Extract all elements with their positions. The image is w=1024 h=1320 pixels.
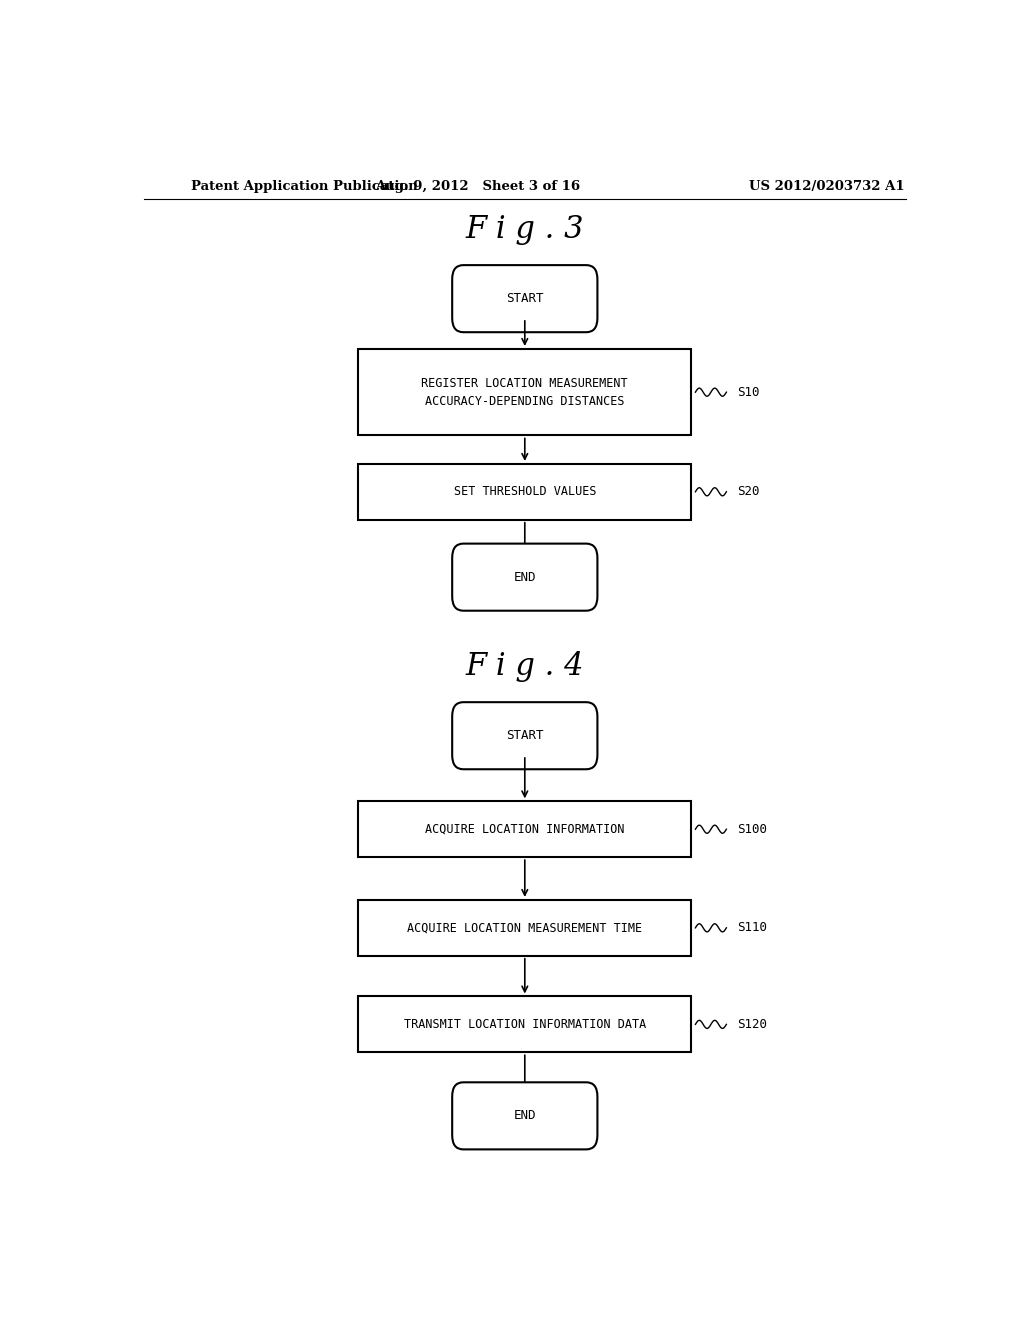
Bar (358, 997, 691, 1052)
Text: SET THRESHOLD VALUES: SET THRESHOLD VALUES (454, 486, 596, 498)
Bar (358, 348, 691, 436)
Text: START: START (506, 292, 544, 305)
Text: Aug. 9, 2012   Sheet 3 of 16: Aug. 9, 2012 Sheet 3 of 16 (375, 181, 580, 193)
Text: S110: S110 (737, 921, 767, 935)
Text: END: END (514, 1109, 536, 1122)
Bar (358, 900, 691, 956)
Text: END: END (514, 570, 536, 583)
Text: F i g . 3: F i g . 3 (466, 214, 584, 246)
FancyBboxPatch shape (453, 702, 597, 770)
Text: S10: S10 (737, 385, 760, 399)
Bar (358, 463, 691, 520)
Text: S20: S20 (737, 486, 760, 498)
Text: S100: S100 (737, 822, 767, 836)
Bar (358, 801, 691, 857)
FancyBboxPatch shape (453, 1082, 597, 1150)
Text: START: START (506, 729, 544, 742)
FancyBboxPatch shape (453, 544, 597, 611)
Text: ACQUIRE LOCATION MEASUREMENT TIME: ACQUIRE LOCATION MEASUREMENT TIME (408, 921, 642, 935)
Text: F i g . 4: F i g . 4 (466, 651, 584, 682)
Text: TRANSMIT LOCATION INFORMATION DATA: TRANSMIT LOCATION INFORMATION DATA (403, 1018, 646, 1031)
Text: ACQUIRE LOCATION INFORMATION: ACQUIRE LOCATION INFORMATION (425, 822, 625, 836)
Text: US 2012/0203732 A1: US 2012/0203732 A1 (749, 181, 904, 193)
FancyBboxPatch shape (453, 265, 597, 333)
Text: S120: S120 (737, 1018, 767, 1031)
Text: REGISTER LOCATION MEASUREMENT
ACCURACY-DEPENDING DISTANCES: REGISTER LOCATION MEASUREMENT ACCURACY-D… (422, 376, 628, 408)
Text: Patent Application Publication: Patent Application Publication (191, 181, 418, 193)
